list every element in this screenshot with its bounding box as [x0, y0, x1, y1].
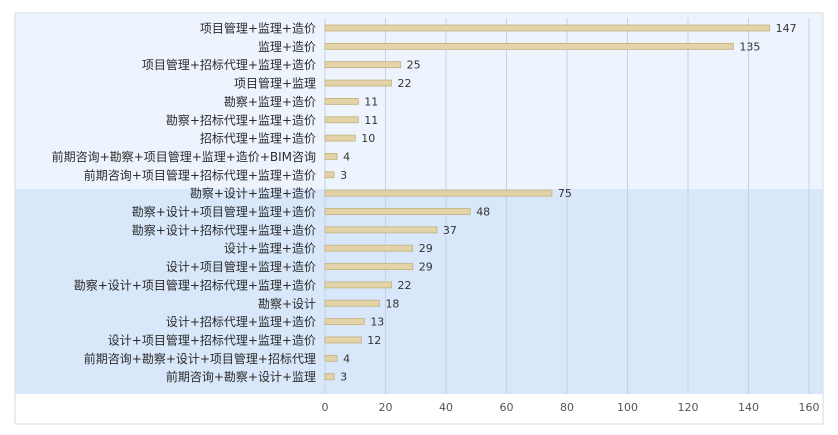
category-label: 设计+招标代理+监理+造价 — [166, 315, 316, 329]
category-label: 项目管理+监理 — [234, 76, 316, 91]
bar — [324, 24, 771, 32]
value-label: 147 — [776, 22, 797, 35]
bar — [324, 299, 380, 307]
category-label: 勘察+设计+招标代理+监理+造价 — [132, 223, 316, 237]
bar — [324, 153, 338, 160]
category-label: 项目管理+监理+造价 — [200, 21, 316, 36]
value-label: 18 — [385, 297, 399, 310]
bar — [324, 244, 414, 252]
value-label: 3 — [340, 371, 347, 384]
chart-frame — [14, 12, 824, 425]
x-tick-label: 100 — [617, 401, 638, 414]
bar — [324, 318, 365, 326]
axis-strip — [15, 394, 823, 424]
value-label: 12 — [367, 334, 381, 347]
bar — [324, 61, 402, 69]
value-label: 13 — [370, 316, 384, 329]
category-label: 前期咨询+项目管理+招标代理+监理+造价 — [84, 167, 316, 182]
bar — [324, 373, 335, 381]
category-label: 勘察+设计+项目管理+招标代理+监理+造价 — [74, 277, 316, 292]
x-tick-label: 20 — [379, 401, 393, 414]
x-tick-label: 80 — [560, 401, 574, 414]
category-labels: 项目管理+监理+造价监理+造价项目管理+招标代理+监理+造价项目管理+监理勘察+… — [52, 21, 316, 385]
x-tick-label: 60 — [500, 401, 514, 414]
value-label: 48 — [476, 206, 490, 219]
x-tick-label: 140 — [738, 401, 759, 414]
category-label: 前期咨询+勘察+设计+项目管理+招标代理 — [84, 351, 316, 366]
bar — [324, 116, 359, 124]
value-label: 75 — [558, 187, 572, 200]
bar — [324, 208, 471, 215]
category-label: 招标代理+监理+造价 — [200, 132, 316, 146]
value-label: 4 — [343, 150, 350, 163]
value-label: 22 — [398, 279, 412, 292]
bar — [324, 42, 734, 50]
value-label: 29 — [419, 261, 433, 274]
bar — [324, 354, 338, 362]
x-axis-ticks: 0 20 40 60 80 100 120 140 160 — [322, 401, 820, 414]
bar — [324, 171, 335, 179]
category-label: 勘察+设计 — [258, 297, 316, 311]
value-label: 11 — [364, 114, 378, 127]
value-label: 135 — [739, 40, 760, 53]
x-tick-label: 0 — [322, 401, 329, 414]
category-label: 勘察+监理+造价 — [224, 95, 316, 109]
gridlines — [324, 18, 810, 394]
x-tick-label: 40 — [439, 401, 453, 414]
value-label: 4 — [343, 352, 350, 365]
category-label: 勘察+设计+项目管理+监理+造价 — [132, 204, 316, 219]
bar — [324, 189, 553, 197]
value-label: 22 — [398, 77, 412, 90]
value-label: 37 — [443, 224, 457, 237]
bar — [324, 336, 362, 344]
x-tick-label: 120 — [678, 401, 699, 414]
value-label: 10 — [361, 132, 375, 145]
value-label: 25 — [407, 59, 421, 72]
category-label: 勘察+招标代理+监理+造价 — [166, 113, 316, 127]
bar — [324, 226, 438, 234]
bar — [324, 98, 359, 105]
bar — [324, 79, 392, 87]
category-label: 设计+监理+造价 — [224, 242, 316, 256]
value-label: 11 — [364, 95, 378, 108]
bar — [324, 263, 414, 270]
category-label: 监理+造价 — [258, 40, 316, 54]
category-label: 项目管理+招标代理+监理+造价 — [142, 57, 316, 72]
x-tick-label: 160 — [799, 401, 820, 414]
category-label: 设计+项目管理+招标代理+监理+造价 — [108, 332, 316, 347]
value-label: 3 — [340, 169, 347, 182]
category-label: 前期咨询+勘察+设计+监理 — [166, 369, 316, 384]
category-label: 设计+项目管理+监理+造价 — [166, 259, 316, 274]
bar — [324, 281, 392, 289]
bars — [324, 24, 771, 381]
category-label: 前期咨询+勘察+项目管理+监理+造价+BIM咨询 — [52, 149, 316, 164]
bar — [324, 134, 356, 142]
category-label: 勘察+设计+监理+造价 — [190, 187, 316, 201]
value-label: 29 — [419, 242, 433, 255]
